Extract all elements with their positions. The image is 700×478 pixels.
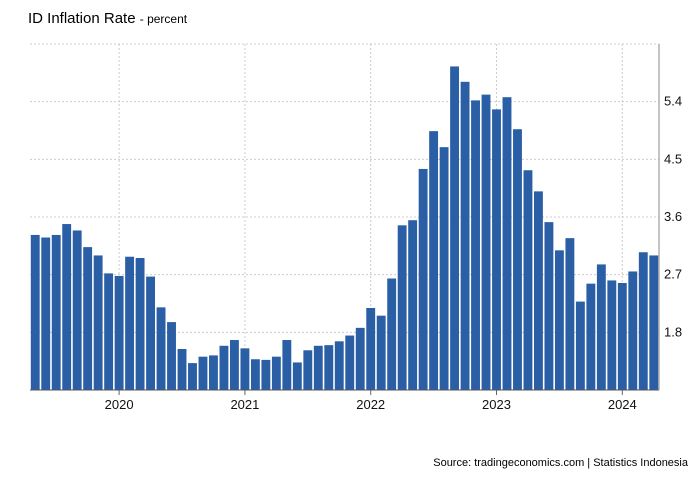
bar-2022-05: [408, 220, 418, 390]
bar-2019-07: [51, 234, 61, 390]
chart-title-text: ID Inflation Rate: [28, 10, 136, 27]
bar-2022-03: [387, 278, 397, 390]
bar-2023-05: [534, 191, 543, 390]
bar-2020-05: [156, 307, 166, 390]
bar-2024-01: [617, 282, 627, 390]
bar-2019-06: [41, 237, 51, 390]
x-tick-label: 2024: [608, 397, 637, 412]
chart-title: ID Inflation Rate - percent: [28, 10, 187, 27]
bar-2022-10: [460, 81, 470, 390]
bar-2020-11: [219, 345, 229, 390]
bar-2021-08: [313, 345, 323, 390]
bar-2019-05: [30, 234, 40, 390]
bar-2023-01: [492, 109, 501, 390]
bar-2023-12: [607, 280, 617, 390]
bar-2022-06: [418, 168, 428, 390]
bar-2023-09: [575, 301, 585, 390]
bar-2019-09: [72, 230, 82, 390]
bar-2020-02: [125, 256, 135, 390]
bar-2021-10: [334, 341, 344, 390]
y-tick-label: 3.6: [664, 209, 682, 224]
x-tick-label: 2020: [105, 397, 134, 412]
bar-2021-05: [282, 340, 292, 390]
bar-2022-02: [376, 315, 386, 390]
y-tick-label: 4.5: [664, 151, 682, 166]
x-tick-label: 2022: [356, 397, 385, 412]
bar-2020-07: [177, 348, 187, 390]
bar-2019-12: [104, 273, 114, 390]
bar-2021-03: [261, 359, 271, 390]
y-tick-label: 5.4: [664, 94, 682, 109]
bar-2021-07: [303, 350, 313, 390]
bar-2024-04: [649, 255, 659, 390]
chart-subtitle: - percent: [139, 12, 188, 26]
bar-2022-08: [439, 147, 449, 390]
bar-2020-09: [198, 356, 208, 390]
bar-2023-06: [544, 222, 554, 390]
bar-2023-07: [554, 250, 564, 390]
y-tick-label: 1.8: [664, 324, 682, 339]
bar-2021-02: [250, 359, 260, 390]
bar-2023-08: [565, 238, 575, 390]
bar-2021-09: [324, 345, 334, 390]
tick-labels: 1.8 2.7 3.6 4.5 5.4 2020 2021 2022 2023 2024: [105, 94, 682, 412]
bar-2019-08: [62, 224, 72, 390]
bar-2024-02: [628, 271, 638, 390]
bar-2021-11: [345, 335, 355, 390]
bar-2024-03: [638, 252, 648, 390]
bar-2022-01: [366, 307, 376, 390]
grid-lines: [30, 43, 659, 390]
bar-2021-06: [292, 362, 302, 390]
y-tick-label: 2.7: [664, 267, 682, 282]
bar-2021-01: [240, 348, 250, 390]
bar-2021-04: [271, 356, 281, 390]
bar-2022-07: [429, 131, 439, 390]
axes: [30, 44, 660, 395]
bar-2022-04: [397, 225, 407, 390]
bar-2022-11: [471, 100, 480, 390]
bar-2021-12: [355, 327, 365, 390]
bar-2022-12: [481, 94, 491, 390]
bar-2019-10: [83, 247, 93, 390]
bar-2023-03: [513, 129, 522, 391]
x-tick-label: 2023: [482, 397, 511, 412]
bar-2023-10: [586, 283, 596, 390]
bar-2023-02: [502, 97, 512, 390]
bar-2020-06: [167, 322, 176, 390]
bar-2020-01: [114, 275, 124, 390]
bar-2019-11: [93, 255, 103, 390]
bar-2020-04: [146, 276, 155, 390]
bar-2020-03: [135, 258, 145, 390]
bar-2023-04: [523, 170, 533, 390]
bar-2020-10: [209, 355, 218, 390]
source-attribution: Source: tradingeconomics.com | Statistic…: [433, 457, 688, 469]
bars: [30, 66, 659, 391]
bar-2020-12: [229, 340, 239, 390]
bar-2022-09: [450, 66, 460, 390]
bar-2020-08: [188, 363, 197, 390]
x-tick-label: 2021: [230, 397, 259, 412]
bar-2023-11: [596, 264, 606, 390]
